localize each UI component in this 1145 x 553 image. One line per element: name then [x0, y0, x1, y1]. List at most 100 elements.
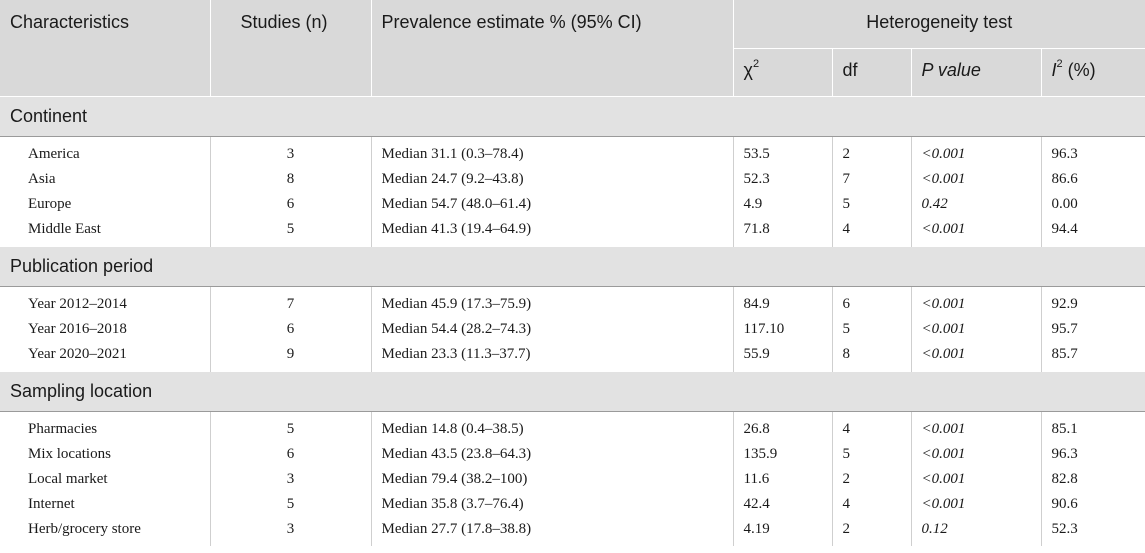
cell-estimate: Median 27.7 (17.8–38.8): [371, 517, 734, 546]
cell-df: 7: [832, 167, 912, 192]
chi2-superscript: 2: [752, 57, 760, 70]
cell-n: 5: [210, 217, 372, 246]
cell-i2: 86.6: [1051, 171, 1078, 187]
cell-p: <0.001: [911, 286, 1042, 317]
cell-estimate: Median 54.7 (48.0–61.4): [371, 192, 734, 217]
table-row: Herb/grocery store 3 Median 27.7 (17.8–38.…: [0, 517, 1145, 546]
cell-df: 2: [832, 467, 912, 492]
table-header: Characteristics Studies (n) Prevalence e…: [0, 0, 1145, 96]
i2-superscript: 2: [1056, 57, 1063, 70]
table-row: Year 2016–2018 6 Median 54.4 (28.2–74.3) 11…: [0, 317, 1145, 342]
cell-p: <0.001: [911, 411, 1042, 442]
table-row: Internet 5 Median 35.8 (3.7–76.4) 42.4 4 <0.0…: [0, 492, 1145, 517]
col-header-prevalence: Prevalence estimate % (95% CI): [371, 0, 734, 96]
table-row: Middle East 5 Median 41.3 (19.4–64.9) 71.8 4…: [0, 217, 1145, 246]
table-row: Local market 3 Median 79.4 (38.2–100) 11.6 2…: [0, 467, 1145, 492]
col-header-df: df: [832, 47, 912, 96]
cell-i2: 82.8: [1051, 471, 1078, 487]
cell-n: 9: [210, 342, 372, 371]
section-row: Sampling location: [0, 370, 1145, 412]
cell-chi2: 26.8: [733, 411, 833, 442]
cell-df: 6: [832, 286, 912, 317]
cell-name: Herb/grocery store: [0, 517, 211, 546]
cell-chi2: 117.10: [733, 317, 833, 342]
cell-chi2: 71.8: [733, 217, 833, 246]
table-row: Pharmacies 5 Median 14.8 (0.4–38.5) 26.8 4 <0…: [0, 411, 1145, 442]
cell-i2: 96.3: [1051, 446, 1078, 462]
table-row: Asia 8 Median 24.7 (9.2–43.8) 52.3 7 <0.001 86…: [0, 167, 1145, 192]
cell-estimate: Median 35.8 (3.7–76.4): [371, 492, 734, 517]
cell-n: 3: [210, 467, 372, 492]
col-header-chi2: χ2: [733, 47, 833, 96]
cell-p: <0.001: [911, 442, 1042, 467]
cell-name: Internet: [0, 492, 211, 517]
cell-estimate: Median 41.3 (19.4–64.9): [371, 217, 734, 246]
cell-n: 7: [210, 286, 372, 317]
cell-estimate: Median 31.1 (0.3–78.4): [371, 136, 734, 167]
cell-chi2: 53.5: [733, 136, 833, 167]
i2-unit: (%): [1062, 59, 1096, 80]
cell-p: <0.001: [911, 136, 1042, 167]
cell-p: 0.42: [911, 192, 1042, 217]
cell-chi2: 11.6: [733, 467, 833, 492]
table-row: Year 2020–2021 9 Median 23.3 (11.3–37.7) 55…: [0, 342, 1145, 371]
cell-i2: 90.6: [1051, 496, 1078, 512]
cell-estimate: Median 23.3 (11.3–37.7): [371, 342, 734, 371]
section-title: Publication period: [0, 245, 1145, 287]
table-row: Year 2012–2014 7 Median 45.9 (17.3–75.9) 84…: [0, 286, 1145, 317]
cell-n: 6: [210, 317, 372, 342]
cell-name: Pharmacies: [0, 411, 211, 442]
cell-p: <0.001: [911, 167, 1042, 192]
cell-p: <0.001: [911, 492, 1042, 517]
cell-p: 0.12: [911, 517, 1042, 546]
cell-name: Mix locations: [0, 442, 211, 467]
cell-name: Year 2020–2021: [0, 342, 211, 371]
cell-estimate: Median 45.9 (17.3–75.9): [371, 286, 734, 317]
cell-i2: 96.3: [1051, 146, 1078, 163]
cell-df: 2: [832, 136, 912, 167]
cell-name: Local market: [0, 467, 211, 492]
cell-chi2: 42.4: [733, 492, 833, 517]
cell-n: 5: [210, 492, 372, 517]
cell-df: 4: [832, 217, 912, 246]
cell-n: 3: [210, 136, 372, 167]
cell-chi2: 84.9: [733, 286, 833, 317]
cell-i2: 0.00: [1051, 196, 1078, 212]
cell-i2: 94.4: [1051, 220, 1078, 237]
cell-df: 5: [832, 192, 912, 217]
section-row: Continent: [0, 95, 1145, 137]
cell-df: 4: [832, 411, 912, 442]
cell-estimate: Median 54.4 (28.2–74.3): [371, 317, 734, 342]
cell-n: 3: [210, 517, 372, 546]
section-row: Publication period: [0, 245, 1145, 287]
col-header-heterogeneity: Heterogeneity test: [733, 0, 1145, 48]
chi2-symbol: χ: [743, 59, 753, 80]
cell-n: 6: [210, 442, 372, 467]
cell-p: <0.001: [911, 317, 1042, 342]
cell-df: 8: [832, 342, 912, 371]
cell-n: 8: [210, 167, 372, 192]
table-row: Mix locations 6 Median 43.5 (23.8–64.3) 135…: [0, 442, 1145, 467]
cell-name: Europe: [0, 192, 211, 217]
cell-n: 5: [210, 411, 372, 442]
cell-name: America: [0, 136, 211, 167]
cell-p: <0.001: [911, 342, 1042, 371]
cell-chi2: 135.9: [733, 442, 833, 467]
col-header-p-value: P value: [911, 47, 1042, 96]
cell-name: Year 2012–2014: [0, 286, 211, 317]
section-title: Sampling location: [0, 370, 1145, 412]
cell-chi2: 4.9: [733, 192, 833, 217]
cell-df: 4: [832, 492, 912, 517]
table-body: Continent America 3 Median 31.1 (0.3–78.4) 5…: [0, 95, 1145, 546]
cell-i2: 85.1: [1051, 421, 1078, 438]
cell-n: 6: [210, 192, 372, 217]
cell-chi2: 52.3: [733, 167, 833, 192]
col-header-i2: I2 (%): [1041, 47, 1145, 96]
cell-i2: 85.7: [1051, 345, 1078, 362]
cell-i2: 95.7: [1051, 321, 1078, 337]
cell-df: 5: [832, 317, 912, 342]
cell-chi2: 4.19: [733, 517, 833, 546]
cell-i2: 52.3: [1051, 521, 1078, 537]
col-header-studies: Studies (n): [210, 0, 372, 96]
cell-p: <0.001: [911, 467, 1042, 492]
